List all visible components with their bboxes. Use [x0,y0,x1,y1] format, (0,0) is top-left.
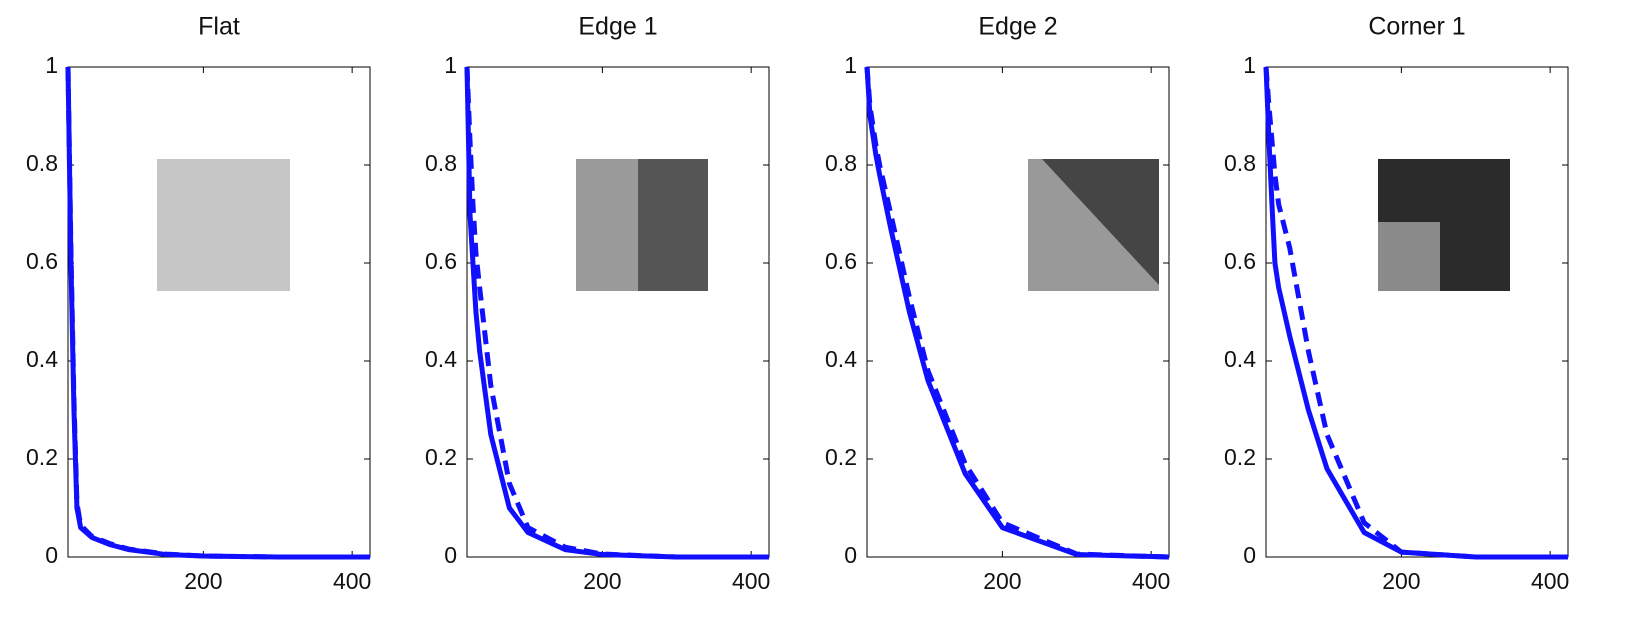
x-tick-label: 400 [1531,568,1569,594]
dashed-line [464,66,769,560]
inset-images [157,159,1510,291]
y-tick-label: 0.4 [425,346,457,372]
x-tick-label: 200 [983,568,1021,594]
dashed-line [864,66,1170,560]
y-tick-label: 0.6 [825,248,857,274]
panel: Flat 0 0.2 0.4 0.6 0.8 1 200 400 [26,13,371,594]
y-tick-label: 0.6 [425,248,457,274]
y-tick-label: 0.8 [26,150,58,176]
y-tick-label: 1 [1243,52,1256,78]
y-tick-label: 0.4 [26,346,58,372]
y-tick-label: 0.8 [825,150,857,176]
panel-title: Edge 1 [578,13,657,41]
solid-line [864,66,1170,560]
panel-title: Corner 1 [1368,13,1465,41]
y-tick-label: 0.8 [1224,150,1256,176]
panel-title: Flat [198,13,240,41]
y-tick-label: 0 [1243,542,1256,568]
inset-edge1-light [576,159,638,291]
x-tick-label: 200 [583,568,621,594]
panel-title: Edge 2 [978,13,1057,41]
y-tick-label: 0 [45,542,58,568]
x-tick-label: 400 [732,568,770,594]
inset-edge1-dark [638,159,708,291]
axes-box [466,66,770,558]
x-tick-label: 200 [1382,568,1420,594]
solid-line [1263,66,1568,560]
y-tick-label: 0.6 [1224,248,1256,274]
y-tick-label: 1 [444,52,457,78]
axes-box [866,66,1170,558]
y-tick-label: 0 [444,542,457,568]
panel: Corner 1 0 0.2 0.4 0.6 0.8 1 200 400 [1224,13,1569,594]
inset-corner1-light [1378,222,1440,291]
solid-line [464,66,769,560]
y-tick-label: 0.4 [825,346,857,372]
y-tick-label: 0.6 [26,248,58,274]
inset-edge2-light [1028,159,1159,291]
y-tick-label: 0.2 [825,444,857,470]
y-tick-label: 0.4 [1224,346,1256,372]
y-tick-label: 0.2 [1224,444,1256,470]
y-tick-label: 0.8 [425,150,457,176]
y-tick-label: 0.2 [425,444,457,470]
dashed-line [1263,66,1568,560]
axes-box [1265,66,1569,558]
y-tick-label: 1 [844,52,857,78]
dashed-line [65,66,370,560]
x-tick-label: 200 [184,568,222,594]
x-tick-label: 400 [1132,568,1170,594]
y-tick-label: 0.2 [26,444,58,470]
axes-box [67,66,371,558]
x-tick-label: 400 [333,568,371,594]
solid-line [65,66,370,560]
panel: Edge 2 0 0.2 0.4 0.6 0.8 1 200 400 [825,13,1170,594]
y-tick-label: 1 [45,52,58,78]
y-tick-label: 0 [844,542,857,568]
panel: Edge 1 0 0.2 0.4 0.6 0.8 1 200 400 [425,13,770,594]
inset-flat [157,159,290,291]
